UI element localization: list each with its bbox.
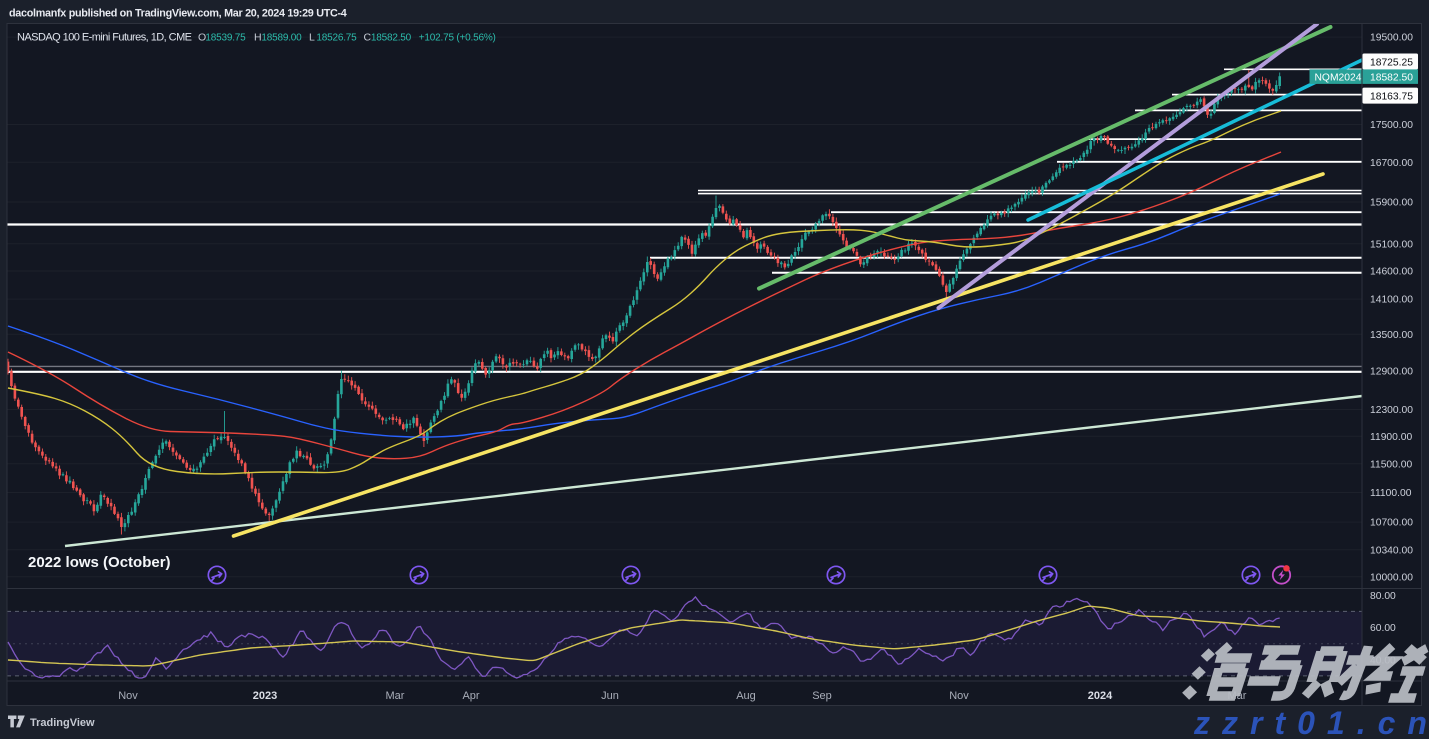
- svg-text:18582.50: 18582.50: [1370, 73, 1413, 84]
- svg-text:11900.00: 11900.00: [1370, 432, 1412, 443]
- svg-text:60.00: 60.00: [1370, 623, 1396, 634]
- svg-text:17500.00: 17500.00: [1370, 120, 1413, 131]
- svg-text:14600.00: 14600.00: [1370, 267, 1413, 278]
- svg-text:18163.75: 18163.75: [1370, 91, 1413, 102]
- svg-text:L: L: [309, 32, 315, 44]
- svg-text:16700.00: 16700.00: [1370, 158, 1413, 169]
- svg-text:10000.00: 10000.00: [1370, 572, 1413, 583]
- svg-text:Mar: Mar: [386, 690, 405, 702]
- svg-text:18582.50: 18582.50: [371, 33, 412, 44]
- svg-text:dacolmanfx published on Tradin: dacolmanfx published on TradingView.com,…: [9, 8, 347, 20]
- svg-text:11500.00: 11500.00: [1370, 459, 1412, 470]
- svg-text:zzrt01.cn: zzrt01.cn: [1193, 705, 1429, 739]
- svg-text:2022 lows (October): 2022 lows (October): [28, 554, 171, 571]
- svg-text:Apr: Apr: [462, 690, 479, 702]
- svg-text:14100.00: 14100.00: [1370, 295, 1413, 306]
- svg-text:+102.75 (+0.56%): +102.75 (+0.56%): [419, 33, 496, 44]
- svg-text:2024: 2024: [1088, 690, 1113, 702]
- svg-text:15900.00: 15900.00: [1370, 198, 1413, 209]
- svg-text:12900.00: 12900.00: [1370, 367, 1413, 378]
- svg-text:Aug: Aug: [736, 690, 756, 702]
- svg-text:12300.00: 12300.00: [1370, 405, 1413, 416]
- svg-text:2023: 2023: [253, 690, 277, 702]
- svg-text:H: H: [254, 32, 262, 44]
- svg-text:C: C: [364, 32, 372, 44]
- svg-text:13500.00: 13500.00: [1370, 330, 1413, 341]
- svg-text:18539.75: 18539.75: [205, 33, 246, 44]
- svg-text:15100.00: 15100.00: [1370, 239, 1413, 250]
- svg-text:18589.00: 18589.00: [261, 33, 302, 44]
- svg-text:TradingView: TradingView: [30, 717, 95, 729]
- svg-text:18526.75: 18526.75: [316, 33, 357, 44]
- svg-text:Jun: Jun: [601, 690, 619, 702]
- svg-text:NQM2024: NQM2024: [1315, 73, 1362, 84]
- svg-text:19500.00: 19500.00: [1370, 33, 1413, 44]
- svg-text:NASDAQ 100 E-mini Futures, 1D,: NASDAQ 100 E-mini Futures, 1D, CME: [17, 32, 192, 44]
- svg-text:O: O: [198, 32, 206, 44]
- svg-text:80.00: 80.00: [1370, 591, 1396, 602]
- svg-text:Nov: Nov: [118, 690, 138, 702]
- svg-text:11100.00: 11100.00: [1370, 488, 1412, 499]
- svg-text:10700.00: 10700.00: [1370, 518, 1413, 529]
- svg-text:18725.25: 18725.25: [1370, 57, 1413, 68]
- svg-text:10340.00: 10340.00: [1370, 545, 1413, 556]
- svg-text:Nov: Nov: [949, 690, 969, 702]
- svg-text:Sep: Sep: [812, 690, 832, 702]
